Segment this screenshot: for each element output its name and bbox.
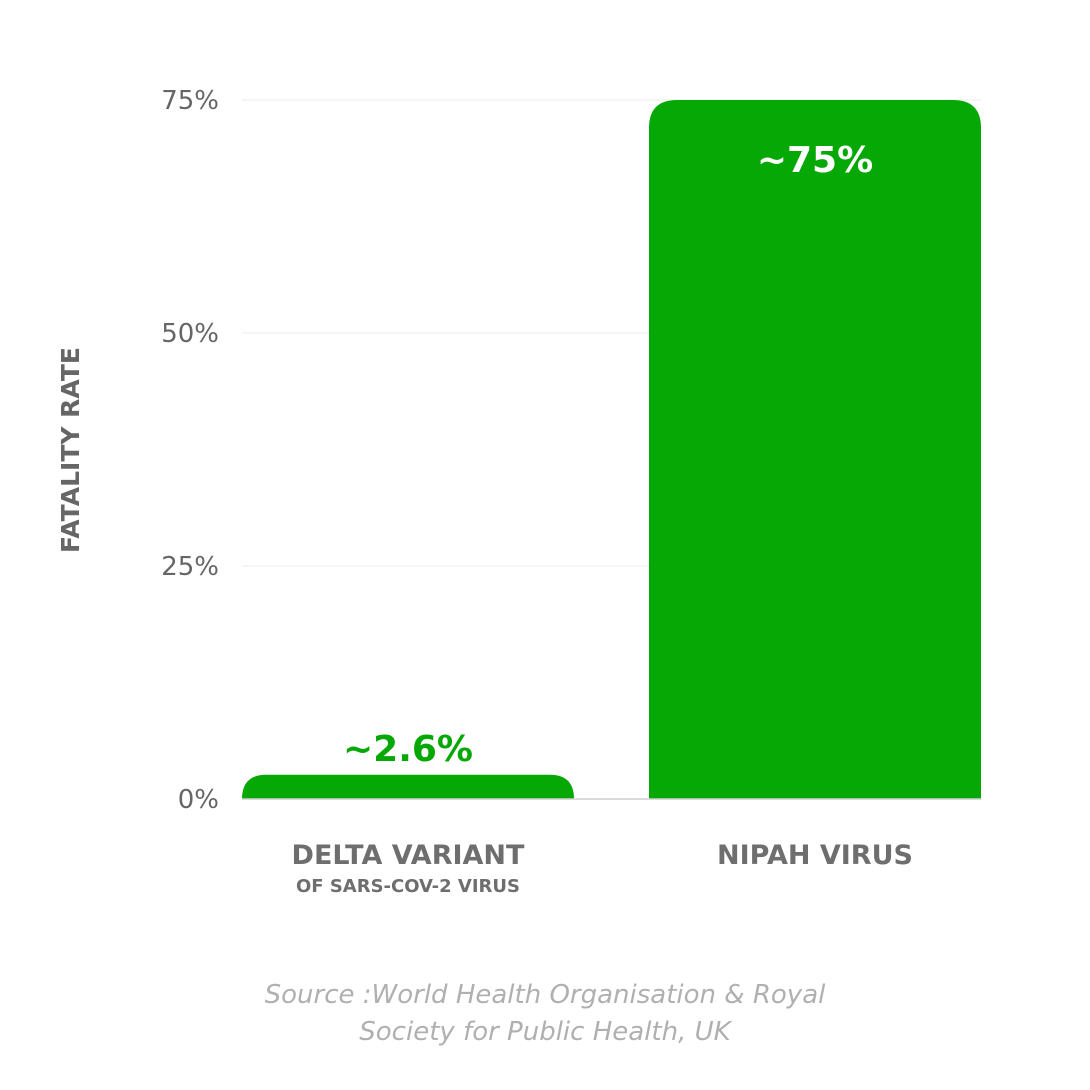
data-labels: ~2.6% ~75%	[343, 140, 873, 770]
bar-nipah-virus	[649, 100, 981, 799]
x-category-sublabel: OF SARS-COV-2 VIRUS	[296, 876, 520, 897]
source-note-line-1: Source :World Health Organisation & Roya…	[264, 980, 826, 1010]
bar-delta-variant	[242, 774, 574, 799]
x-category-label: NIPAH VIRUS	[717, 840, 913, 871]
y-axis-ticks: 0% 25% 50% 75%	[161, 86, 219, 815]
y-axis-label: FATALITY RATE	[56, 347, 85, 553]
x-category-label: DELTA VARIANT	[292, 840, 525, 871]
y-tick-label: 0%	[178, 785, 219, 815]
data-label: ~75%	[757, 140, 873, 181]
bars	[242, 100, 981, 799]
source-note-line-2: Society for Public Health, UK	[359, 1017, 731, 1047]
y-tick-label: 25%	[161, 552, 219, 582]
data-label: ~2.6%	[343, 729, 473, 770]
y-tick-label: 50%	[161, 319, 219, 349]
category-labels: DELTA VARIANT OF SARS-COV-2 VIRUS NIPAH VI…	[292, 840, 913, 897]
y-tick-label: 75%	[161, 86, 219, 116]
